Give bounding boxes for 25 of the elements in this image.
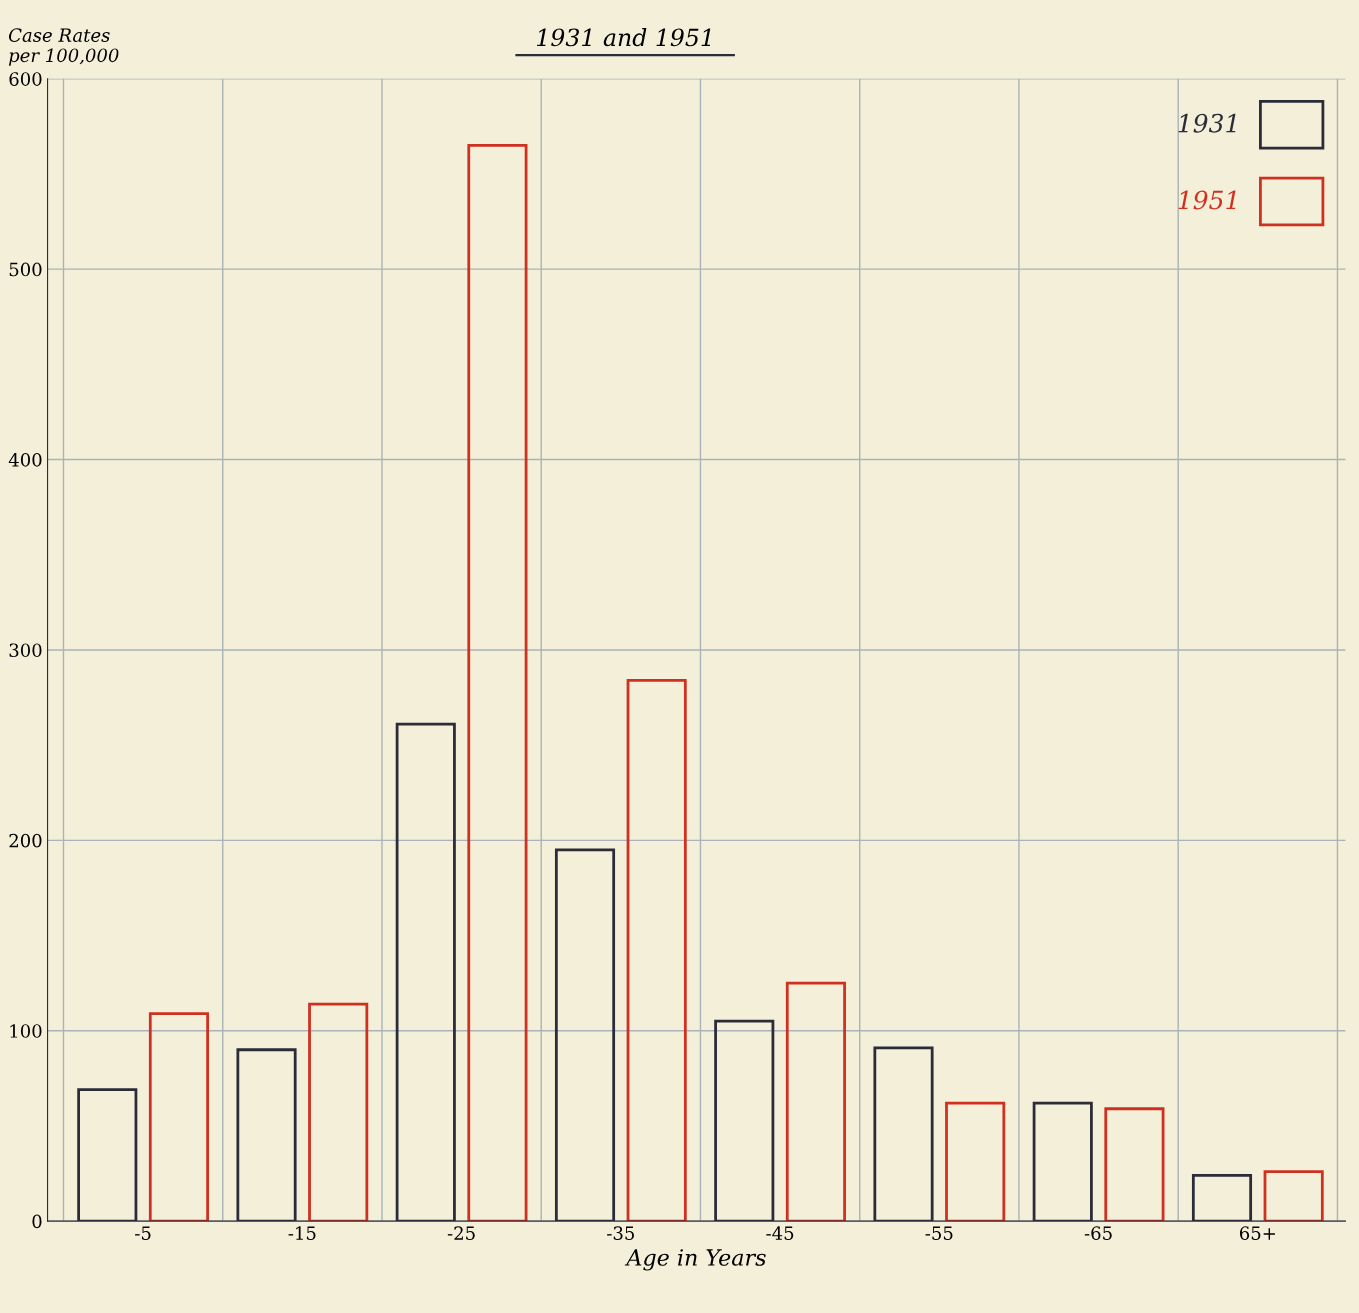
x-tick-label: -65 [1084,1226,1112,1240]
y-tick-label: 500 [9,262,42,277]
x-tick-label: -5 [135,1226,151,1240]
bar [148,1012,209,1222]
x-axis-title: Age in Years [624,1249,766,1271]
bar [467,144,528,1222]
x-tick-label: -15 [288,1226,316,1240]
y-tick-label: 0 [32,1214,42,1229]
x-tick-label: -35 [607,1226,634,1240]
bar [626,679,687,1222]
bar [785,981,846,1222]
y-tick-label: 100 [10,1024,42,1038]
y-tick-label: 300 [9,643,42,658]
y-tick-label: 400 [8,453,42,467]
y-axis-title: Case Rates per 100,000 [8,28,119,66]
x-tick-label: -55 [925,1226,953,1240]
legend-label: 1931 [1178,113,1236,133]
y-tick-label: 200 [9,833,42,848]
legend-label: 1951 [1178,190,1236,210]
x-tick-label: 65+ [1239,1226,1275,1240]
x-tick-label: -45 [766,1226,794,1240]
bar [308,1002,369,1222]
y-tick-label: 600 [9,72,42,86]
chart-title: 1931 and 1951 [536,28,711,47]
x-tick-label: -25 [447,1226,475,1240]
